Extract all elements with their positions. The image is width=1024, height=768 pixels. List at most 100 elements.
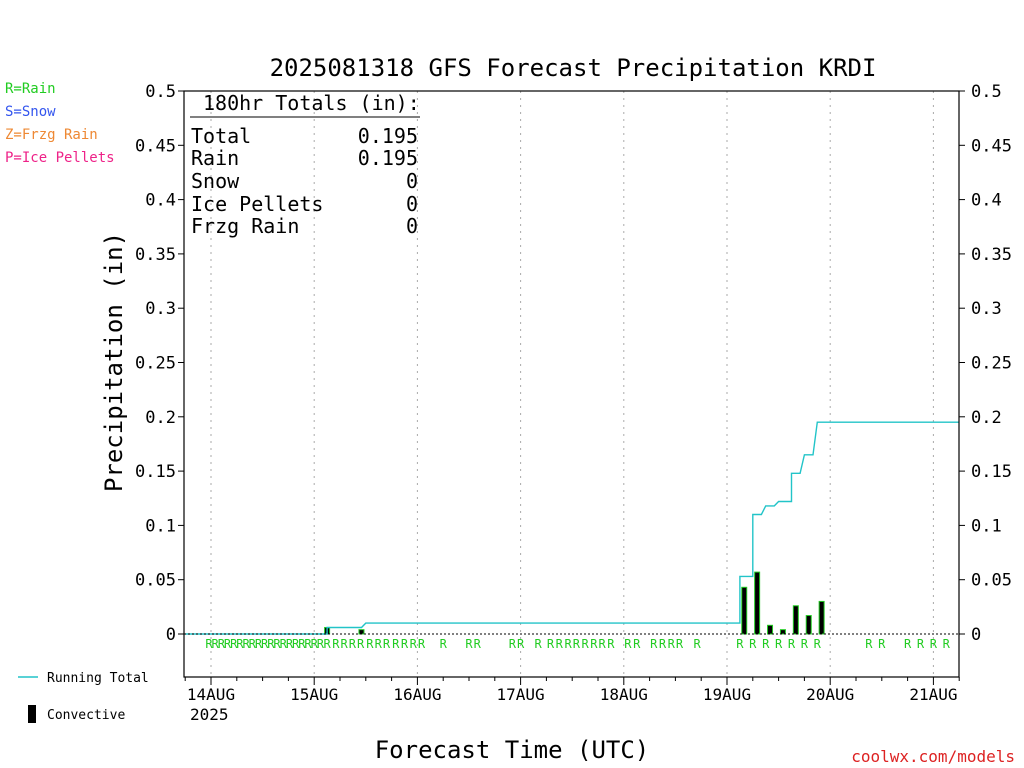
- y-tick-label-right: 0.4: [971, 191, 1002, 211]
- type-marker-rain: R: [904, 637, 912, 651]
- type-marker-rain: R: [943, 637, 951, 651]
- y-tick-label-left: 0.3: [145, 299, 176, 319]
- type-marker-rain: R: [273, 637, 281, 651]
- type-marker-rain: R: [465, 637, 473, 651]
- totals-value-rain: 0.195: [358, 146, 418, 170]
- totals-label-snow: Snow: [191, 169, 240, 193]
- type-marker-rain: R: [392, 637, 400, 651]
- y-tick-label-right: 0.35: [971, 245, 1012, 265]
- type-marker-rain: R: [749, 637, 757, 651]
- type-marker-rain: R: [311, 637, 319, 651]
- type-marker-rain: R: [650, 637, 658, 651]
- precip-bar: [805, 615, 812, 635]
- type-marker-rain: R: [474, 637, 482, 651]
- type-marker-rain: R: [517, 637, 525, 651]
- y-tick-label-left: 0.2: [145, 408, 176, 428]
- type-marker-rain: R: [249, 637, 257, 651]
- y-tick-label-right: 0.45: [971, 136, 1012, 156]
- precip-bar: [818, 600, 825, 635]
- type-marker-rain: R: [212, 637, 220, 651]
- y-tick-label-right: 0.15: [971, 462, 1012, 482]
- type-marker-rain: R: [298, 637, 306, 651]
- y-tick-label-left: 0.05: [135, 571, 176, 591]
- type-marker-rain: R: [775, 637, 783, 651]
- type-marker-rain: R: [633, 637, 641, 651]
- precip-bar: [779, 629, 786, 635]
- type-marker-rain: R: [349, 637, 357, 651]
- y-tick-label-left: 0.35: [135, 245, 176, 265]
- totals-label-frzg-rain: Frzg Rain: [191, 214, 299, 238]
- type-marker-rain: R: [599, 637, 607, 651]
- x-tick-label: 17AUG: [497, 685, 545, 704]
- type-marker-rain: R: [736, 637, 744, 651]
- precip-bar: [754, 571, 761, 635]
- type-marker-rain: R: [676, 637, 684, 651]
- type-marker-rain: R: [224, 637, 232, 651]
- totals-value-frzg-rain: 0: [406, 214, 418, 238]
- type-marker-rain: R: [317, 637, 325, 651]
- precip-bar: [358, 629, 365, 635]
- y-tick-label-right: 0.25: [971, 354, 1012, 374]
- type-marker-rain: R: [286, 637, 294, 651]
- type-marker-rain: R: [261, 637, 269, 651]
- precip-bar: [741, 586, 748, 635]
- running-total-line: [185, 421, 960, 635]
- totals-value-snow: 0: [406, 169, 418, 193]
- x-tick-label: 15AUG: [290, 685, 338, 704]
- totals-heading: 180hr Totals (in):: [203, 91, 420, 115]
- type-marker-rain: R: [762, 637, 770, 651]
- y-tick-label-left: 0.25: [135, 354, 176, 374]
- series-legend: Running Total Convective: [18, 671, 149, 723]
- type-marker-rain: R: [509, 637, 517, 651]
- type-marker-rain: R: [788, 637, 796, 651]
- type-marker-rain: R: [230, 637, 238, 651]
- y-tick-label-right: 0: [971, 625, 981, 645]
- y-tick-label-left: 0.5: [145, 82, 176, 102]
- type-marker-rain: R: [366, 637, 374, 651]
- type-marker-rain: R: [535, 637, 543, 651]
- x-tick-label: 16AUG: [393, 685, 441, 704]
- y-tick-label-right: 0.5: [971, 82, 1002, 102]
- y-tick-label-left: 0.45: [135, 136, 176, 156]
- totals-value-ice-pellets: 0: [406, 192, 418, 216]
- y-tick-label-right: 0.2: [971, 408, 1002, 428]
- type-marker-rain: R: [440, 637, 448, 651]
- type-marker-rain: R: [255, 637, 263, 651]
- convective-legend-label: Convective: [47, 708, 125, 723]
- convective-legend-swatch: [28, 705, 36, 723]
- bars-group: [324, 571, 825, 635]
- type-marker-rain: R: [236, 637, 244, 651]
- running-total-legend-label: Running Total: [47, 671, 149, 686]
- y-axis-ticks: 0 00.05 0.050.1 0.10.15 0.150.2 0.20.25 0.250.…: [135, 82, 1012, 645]
- type-marker-rain: R: [659, 637, 667, 651]
- totals-label-ice-pellets: Ice Pellets: [191, 192, 323, 216]
- legend-freezing-rain: Z=Frzg Rain: [5, 127, 98, 143]
- watermark: coolwx.com/models: [851, 747, 1015, 766]
- year-label: 2025: [190, 705, 229, 724]
- type-marker-rain: R: [801, 637, 809, 651]
- x-axis-ticks: 14AUG 15AUG 16AUG 17AUG 18AUG 19AUG 20AUG 21AUG: [184, 677, 960, 704]
- y-tick-label-left: 0.1: [145, 516, 176, 536]
- type-marker-rain: R: [607, 637, 615, 651]
- type-marker-rain: R: [267, 637, 275, 651]
- type-marker-rain: R: [556, 637, 564, 651]
- type-marker-rain: R: [323, 637, 331, 651]
- y-tick-label-left: 0.4: [145, 191, 176, 211]
- legend-ice-pellets: P=Ice Pellets: [5, 150, 115, 166]
- type-marker-rain: R: [218, 637, 226, 651]
- x-tick-label: 14AUG: [187, 685, 235, 704]
- type-marker-rain: R: [292, 637, 300, 651]
- type-marker-rain: R: [865, 637, 873, 651]
- type-marker-rain: R: [341, 637, 349, 651]
- type-marker-rain: R: [383, 637, 391, 651]
- chart-grid: [210, 91, 934, 677]
- type-marker-rain: R: [332, 637, 340, 651]
- y-tick-label-right: 0.1: [971, 516, 1002, 536]
- type-marker-rain: R: [410, 637, 418, 651]
- y-tick-label-right: 0.3: [971, 299, 1002, 319]
- type-marker-rain: R: [547, 637, 555, 651]
- chart-title: 2025081318 GFS Forecast Precipitation KR…: [270, 54, 877, 82]
- type-marker-rain: R: [573, 637, 581, 651]
- totals-label-total: Total: [191, 124, 251, 148]
